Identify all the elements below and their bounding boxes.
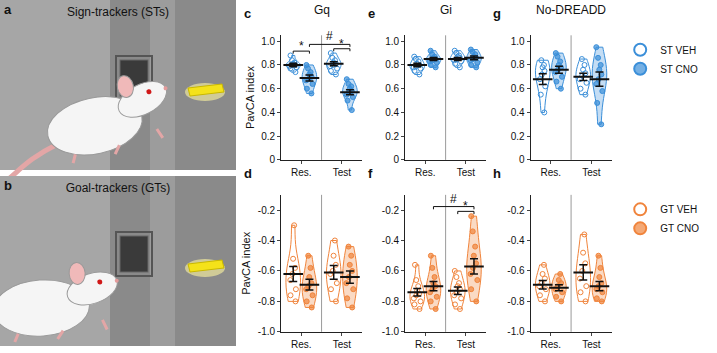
svg-text:0.2: 0.2 (385, 131, 399, 142)
svg-text:GT CNO: GT CNO (660, 223, 699, 234)
svg-text:d: d (244, 166, 252, 181)
svg-text:0.6: 0.6 (511, 83, 525, 94)
svg-text:#: # (326, 29, 333, 43)
svg-text:g: g (493, 6, 501, 21)
svg-text:0.8: 0.8 (261, 59, 275, 70)
svg-text:*: * (299, 39, 304, 53)
svg-text:0.2: 0.2 (261, 131, 275, 142)
svg-text:0: 0 (519, 154, 525, 165)
svg-text:-0.6: -0.6 (507, 265, 525, 276)
svg-text:-0.2: -0.2 (258, 205, 276, 216)
svg-text:-1.0: -1.0 (258, 326, 276, 337)
svg-text:-0.2: -0.2 (507, 205, 525, 216)
svg-text:Test: Test (333, 167, 352, 178)
svg-text:-1.0: -1.0 (507, 326, 525, 337)
svg-text:0.4: 0.4 (261, 107, 275, 118)
svg-text:0.4: 0.4 (385, 107, 399, 118)
svg-text:0.6: 0.6 (261, 83, 275, 94)
svg-text:0: 0 (270, 154, 276, 165)
svg-text:-0.6: -0.6 (258, 265, 276, 276)
svg-text:0.8: 0.8 (511, 59, 525, 70)
svg-text:Test: Test (333, 339, 352, 350)
svg-text:-0.4: -0.4 (382, 235, 400, 246)
svg-text:Res.: Res. (415, 339, 436, 350)
svg-text:1.0: 1.0 (261, 36, 275, 47)
svg-text:ST VEH: ST VEH (660, 45, 696, 56)
svg-text:-0.4: -0.4 (258, 235, 276, 246)
svg-text:Test: Test (457, 167, 476, 178)
svg-text:0.6: 0.6 (385, 83, 399, 94)
svg-text:0.4: 0.4 (511, 107, 525, 118)
svg-text:Res.: Res. (291, 167, 312, 178)
svg-text:1.0: 1.0 (385, 36, 399, 47)
svg-text:Goal-trackers (GTs): Goal-trackers (GTs) (66, 181, 171, 195)
svg-text:#: # (450, 192, 457, 206)
svg-text:f: f (368, 166, 373, 181)
svg-text:e: e (368, 6, 375, 21)
svg-text:Res.: Res. (291, 339, 312, 350)
svg-text:PavCA index: PavCA index (240, 231, 252, 294)
svg-text:*: * (339, 37, 344, 51)
svg-text:Gq: Gq (314, 3, 330, 17)
svg-text:GT VEH: GT VEH (660, 204, 697, 215)
svg-text:-0.8: -0.8 (382, 296, 400, 307)
svg-text:-0.8: -0.8 (507, 296, 525, 307)
svg-text:1.0: 1.0 (511, 36, 525, 47)
svg-text:Test: Test (582, 339, 601, 350)
svg-text:c: c (244, 6, 251, 21)
svg-text:*: * (463, 199, 468, 213)
svg-text:ST CNO: ST CNO (660, 64, 698, 75)
svg-text:-0.4: -0.4 (507, 235, 525, 246)
svg-text:-0.8: -0.8 (258, 296, 276, 307)
svg-text:Res.: Res. (541, 167, 562, 178)
svg-text:Test: Test (457, 339, 476, 350)
svg-text:Res.: Res. (541, 339, 562, 350)
svg-text:0: 0 (394, 154, 400, 165)
svg-text:-0.2: -0.2 (382, 205, 400, 216)
svg-text:-0.6: -0.6 (382, 265, 400, 276)
svg-text:Res.: Res. (415, 167, 436, 178)
svg-text:-1.0: -1.0 (382, 326, 400, 337)
svg-text:a: a (4, 2, 12, 17)
svg-text:Gi: Gi (440, 3, 452, 17)
svg-text:Sign-trackers (STs): Sign-trackers (STs) (67, 5, 169, 19)
svg-text:h: h (493, 166, 501, 181)
svg-text:No-DREADD: No-DREADD (536, 3, 606, 17)
svg-text:b: b (4, 178, 12, 193)
svg-text:PavCA index: PavCA index (244, 66, 256, 129)
svg-text:0.8: 0.8 (385, 59, 399, 70)
svg-text:Test: Test (582, 167, 601, 178)
svg-text:0.2: 0.2 (511, 131, 525, 142)
